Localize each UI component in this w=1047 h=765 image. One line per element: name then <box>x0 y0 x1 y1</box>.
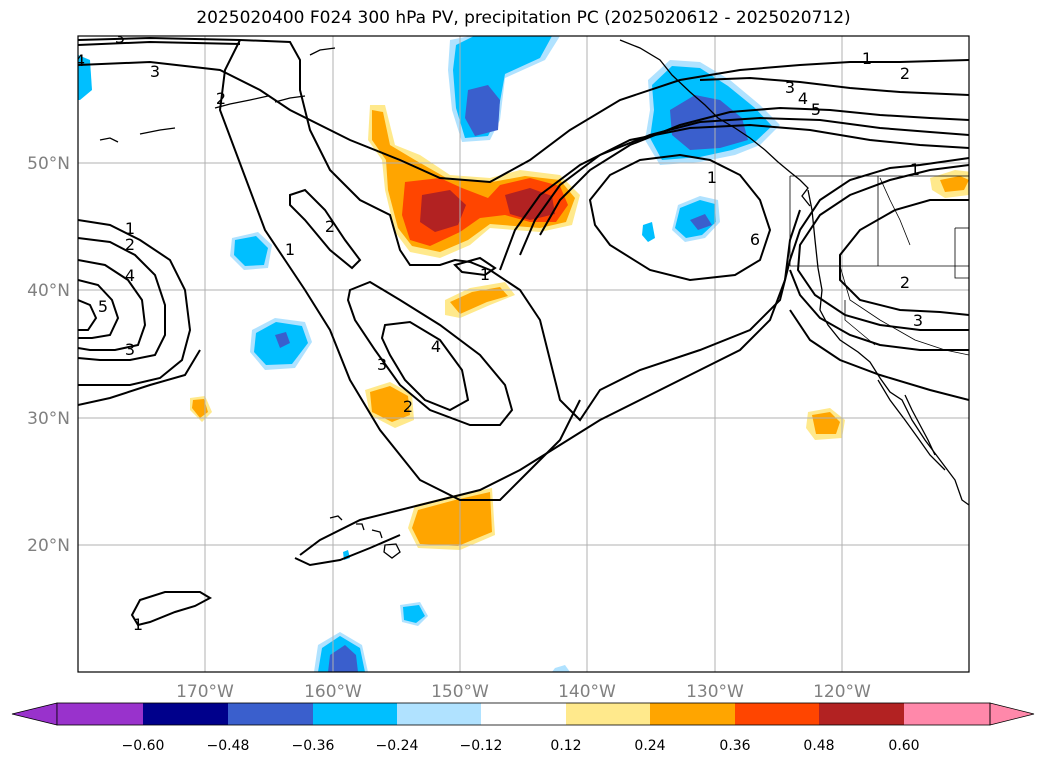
colorbar-tick-6: 0.24 <box>634 738 665 754</box>
svg-text:2: 2 <box>125 235 135 254</box>
colorbar-extend-right <box>989 702 1035 726</box>
lat-label-30: 30°N <box>27 409 70 429</box>
colorbar-bin-1 <box>143 703 228 725</box>
colorbar: −0.60 −0.48 −0.36 −0.24 −0.12 0.12 0.24 … <box>11 702 1035 754</box>
colorbar-tick-0: −0.60 <box>122 738 165 754</box>
colorbar-bin-7 <box>650 703 735 725</box>
pv-contour-labels: 3 3 2 1 2 3 4 5 2 1 1 1 2 4 5 3 4 3 2 6 … <box>75 28 923 634</box>
lat-label-40: 40°N <box>27 281 70 301</box>
colorbar-bin-9 <box>819 703 904 725</box>
lat-label-50: 50°N <box>27 154 70 174</box>
svg-text:3: 3 <box>125 340 135 359</box>
pv-contours <box>78 36 969 627</box>
svg-text:2: 2 <box>325 217 335 236</box>
svg-text:3: 3 <box>377 355 387 374</box>
map-background <box>78 36 969 672</box>
svg-text:1: 1 <box>707 168 717 187</box>
colorbar-bin-10 <box>904 703 990 725</box>
colorbar-bin-4 <box>397 703 481 725</box>
svg-text:4: 4 <box>798 89 808 108</box>
latitude-labels: 20°N 30°N 40°N 50°N <box>27 154 70 556</box>
colorbar-bin-8 <box>735 703 819 725</box>
svg-text:3: 3 <box>150 62 160 81</box>
colorbar-bin-0 <box>57 703 143 725</box>
colorbar-tick-5: 0.12 <box>550 738 581 754</box>
lon-label-120w: 120°W <box>813 682 871 702</box>
lon-label-160w: 160°W <box>304 682 362 702</box>
svg-text:1: 1 <box>910 160 920 179</box>
graticule <box>78 36 969 672</box>
colorbar-tick-4: −0.12 <box>460 738 503 754</box>
colorbar-extend-left <box>11 702 58 726</box>
svg-text:3: 3 <box>115 28 125 47</box>
map-frame <box>77 35 970 673</box>
svg-text:5: 5 <box>98 297 108 316</box>
svg-text:1: 1 <box>285 240 295 259</box>
lat-label-20: 20°N <box>27 536 70 556</box>
lon-label-150w: 150°W <box>431 682 489 702</box>
map-title: 2025020400 F024 300 hPa PV, precipitatio… <box>196 8 851 28</box>
svg-text:1: 1 <box>480 265 490 284</box>
svg-text:1: 1 <box>133 615 143 634</box>
colorbar-tick-9: 0.60 <box>888 738 919 754</box>
colorbar-tick-8: 0.48 <box>803 738 834 754</box>
lon-label-130w: 130°W <box>686 682 744 702</box>
svg-text:6: 6 <box>750 230 760 249</box>
svg-text:3: 3 <box>913 311 923 330</box>
svg-text:2: 2 <box>900 64 910 83</box>
coastlines <box>99 39 969 559</box>
svg-text:4: 4 <box>431 337 441 356</box>
svg-text:1: 1 <box>862 49 872 68</box>
svg-text:2: 2 <box>900 273 910 292</box>
svg-text:5: 5 <box>811 100 821 119</box>
colorbar-bin-3 <box>313 703 397 725</box>
lon-label-170w: 170°W <box>176 682 234 702</box>
svg-text:4: 4 <box>75 51 85 70</box>
colorbar-frame <box>56 702 991 726</box>
colorbar-bin-5 <box>481 703 566 725</box>
colorbar-tick-3: −0.24 <box>376 738 419 754</box>
longitude-labels: 170°W 160°W 150°W 140°W 130°W 120°W <box>176 682 871 702</box>
colorbar-tick-2: −0.36 <box>292 738 335 754</box>
svg-text:2: 2 <box>403 397 413 416</box>
colorbar-tick-1: −0.48 <box>207 738 250 754</box>
svg-text:3: 3 <box>785 78 795 97</box>
colorbar-tick-7: 0.36 <box>719 738 750 754</box>
colorbar-bin-2 <box>228 703 313 725</box>
svg-text:4: 4 <box>125 266 135 285</box>
svg-text:1: 1 <box>125 219 135 238</box>
lon-label-140w: 140°W <box>558 682 616 702</box>
svg-text:2: 2 <box>216 89 226 108</box>
colorbar-bin-6 <box>566 703 650 725</box>
